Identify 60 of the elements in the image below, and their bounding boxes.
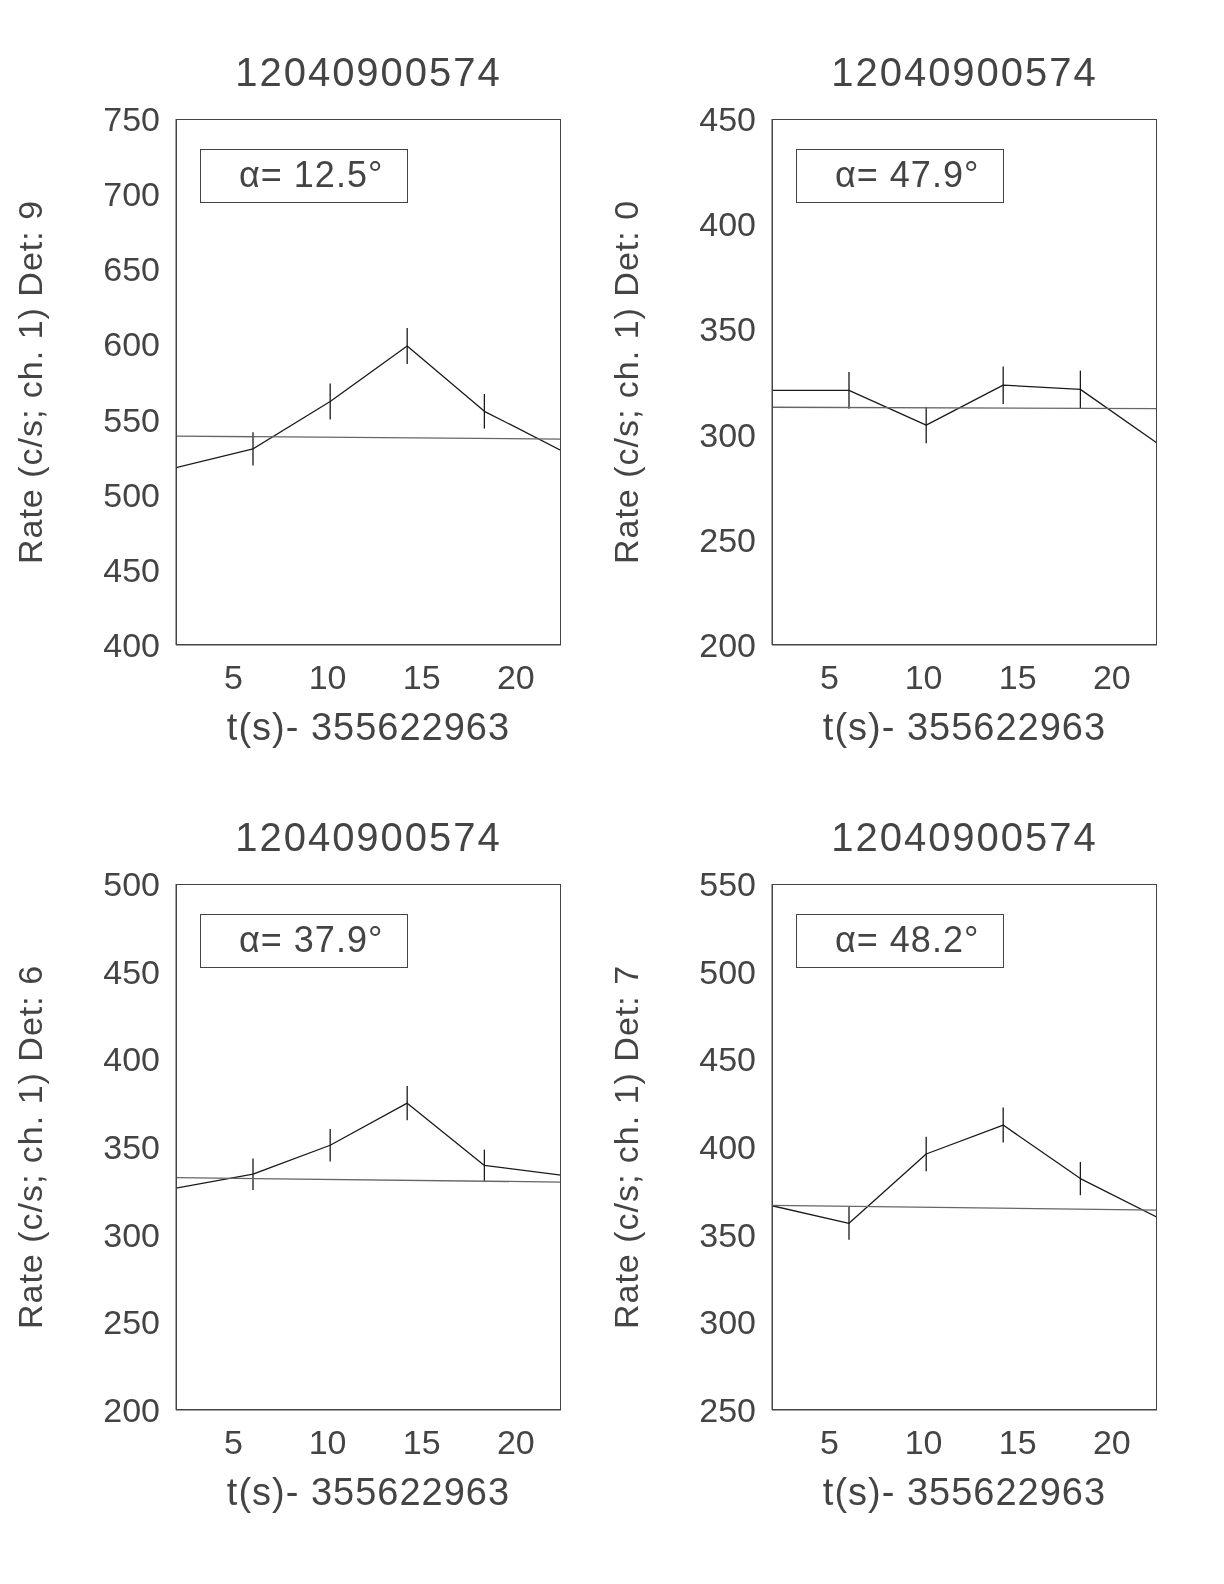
y-tick-label: 500: [103, 865, 160, 904]
y-tick-label: 250: [699, 1391, 756, 1430]
y-tick-label: 750: [103, 100, 160, 139]
y-tick-label: 200: [103, 1391, 160, 1430]
x-tick-label: 5: [819, 1423, 839, 1462]
y-tick-label: 450: [699, 100, 756, 139]
annotation: α= 47.9°: [796, 149, 1005, 203]
x-tick-label: 15: [998, 658, 1037, 697]
y-tick-label: 450: [103, 550, 160, 589]
y-tick-label: 600: [103, 325, 160, 364]
chart-title: 12040900574: [234, 50, 503, 95]
y-axis-title: Rate (c/s; ch. 1) Det: 9: [11, 199, 50, 565]
x-tick-label: 10: [904, 1423, 943, 1462]
x-tick-label: 5: [223, 658, 243, 697]
x-tick-label: 10: [308, 658, 347, 697]
x-tick-label: 10: [308, 1423, 347, 1462]
x-tick-label: 20: [1092, 1423, 1131, 1462]
x-tick-label: 20: [496, 1423, 535, 1462]
y-tick-label: 250: [103, 1303, 160, 1342]
y-tick-label: 400: [699, 1128, 756, 1167]
y-tick-label: 200: [699, 626, 756, 665]
x-axis-title: t(s)- 355622963: [822, 1471, 1107, 1513]
y-tick-label: 650: [103, 250, 160, 289]
y-tick-label: 400: [103, 1040, 160, 1079]
x-tick-label: 15: [998, 1423, 1037, 1462]
y-tick-label: 250: [699, 520, 756, 559]
x-axis-title: t(s)- 355622963: [226, 1471, 511, 1513]
y-tick-label: 500: [699, 952, 756, 991]
y-tick-label: 400: [699, 205, 756, 244]
x-tick-label: 20: [1092, 658, 1131, 697]
x-axis-title: t(s)- 355622963: [822, 706, 1107, 748]
x-tick-label: 20: [496, 658, 535, 697]
chart-title: 12040900574: [830, 815, 1099, 860]
y-tick-label: 300: [699, 1303, 756, 1342]
annotation: α= 37.9°: [200, 914, 409, 968]
y-tick-label: 350: [699, 1215, 756, 1254]
chart-title: 12040900574: [830, 50, 1099, 95]
y-tick-label: 350: [699, 310, 756, 349]
x-tick-label: 15: [402, 1423, 441, 1462]
y-axis-title: Rate (c/s; ch. 1) Det: 6: [11, 964, 50, 1330]
annotation: α= 12.5°: [200, 149, 409, 203]
y-tick-label: 550: [103, 400, 160, 439]
y-tick-label: 450: [103, 952, 160, 991]
y-tick-label: 550: [699, 865, 756, 904]
y-tick-label: 400: [103, 626, 160, 665]
y-tick-label: 500: [103, 475, 160, 514]
x-tick-label: 5: [223, 1423, 243, 1462]
chart-title: 12040900574: [234, 815, 503, 860]
x-tick-label: 10: [904, 658, 943, 697]
x-tick-label: 15: [402, 658, 441, 697]
y-tick-label: 300: [699, 415, 756, 454]
y-axis-title: Rate (c/s; ch. 1) Det: 0: [607, 199, 646, 565]
y-tick-label: 450: [699, 1040, 756, 1079]
annotation: α= 48.2°: [796, 914, 1005, 968]
x-tick-label: 5: [819, 658, 839, 697]
y-axis-title: Rate (c/s; ch. 1) Det: 7: [607, 964, 646, 1330]
y-tick-label: 350: [103, 1128, 160, 1167]
y-tick-label: 300: [103, 1215, 160, 1254]
x-axis-title: t(s)- 355622963: [226, 706, 511, 748]
y-tick-label: 700: [103, 175, 160, 214]
